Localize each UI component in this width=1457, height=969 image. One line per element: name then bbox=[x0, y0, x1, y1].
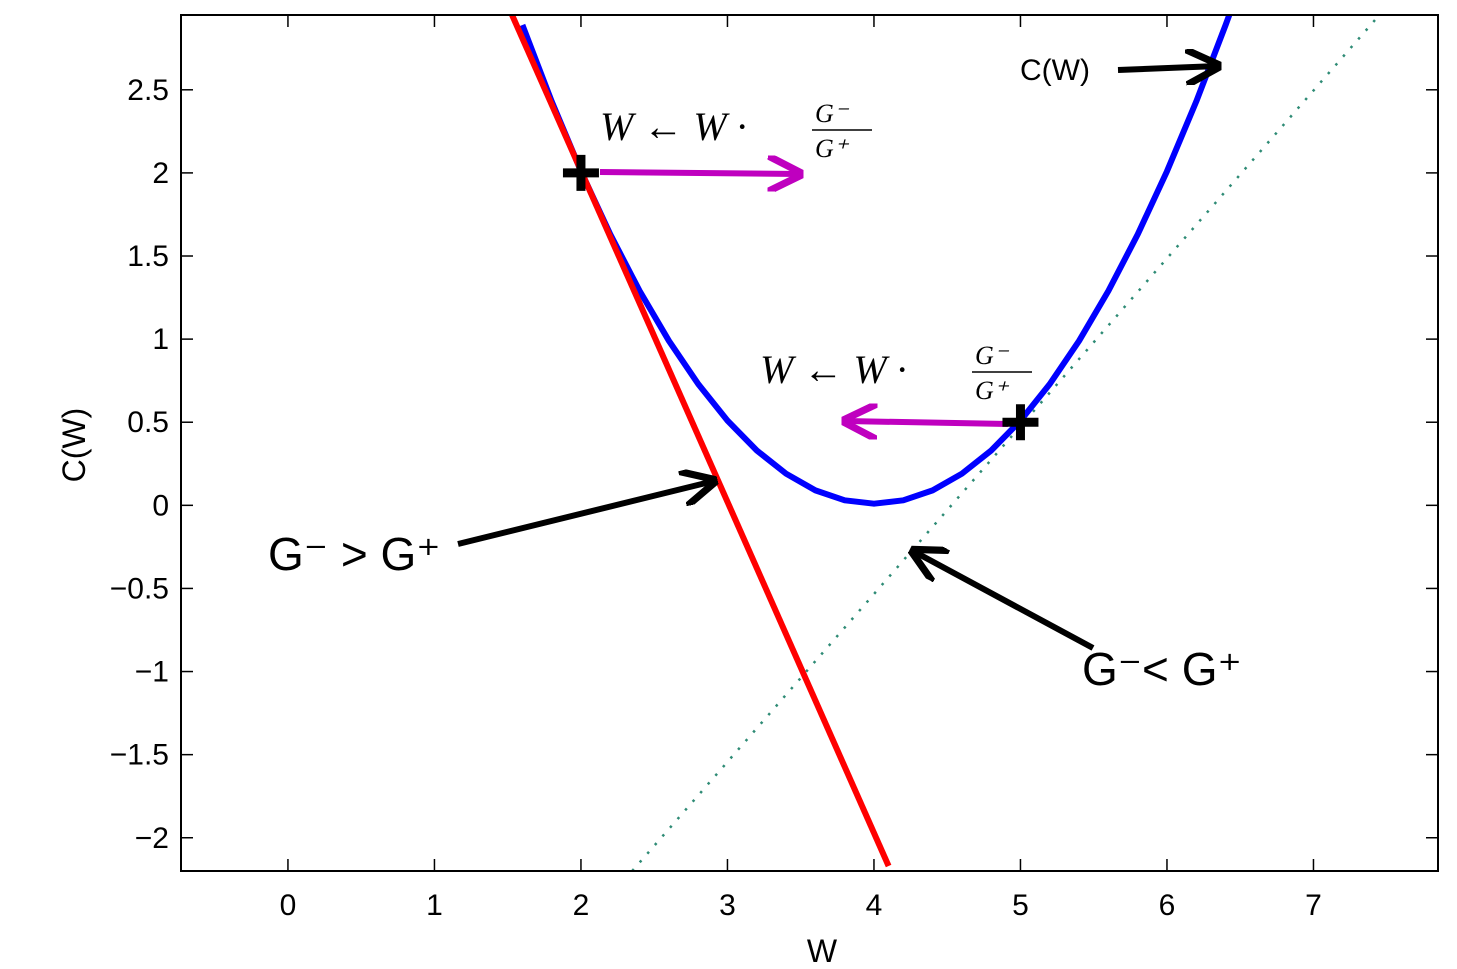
series-tangent-line bbox=[508, 15, 892, 868]
annotation-cw-label: C(W) bbox=[1020, 54, 1090, 87]
update-rule-upper: W ← W · G⁻ G⁺ bbox=[600, 99, 872, 163]
y-tick-label: 1 bbox=[152, 323, 169, 356]
x-axis-label: W bbox=[807, 933, 838, 969]
x-tick-label: 6 bbox=[1159, 889, 1176, 922]
svg-text:W ← W ·: W ← W · bbox=[600, 104, 747, 149]
annotation-g-greater: G⁻ > G⁺ bbox=[268, 528, 441, 580]
series-layer bbox=[508, 15, 1381, 871]
y-tick-label: −2 bbox=[135, 822, 169, 855]
svg-text:W ← W ·: W ← W · bbox=[760, 347, 907, 392]
cw-annotation-arrow bbox=[1117, 66, 1218, 70]
y-tick-label: 0 bbox=[152, 489, 169, 522]
svg-text:G⁺: G⁺ bbox=[975, 376, 1010, 405]
ticks-layer: 0 1 2 3 4 5 6 7 −2 −1.5 −1 −0.5 0 0.5 1 1.5 2 2.5 bbox=[110, 15, 1438, 922]
plus-marker bbox=[562, 154, 599, 191]
x-tick-label: 0 bbox=[280, 889, 297, 922]
svg-text:G⁺: G⁺ bbox=[815, 134, 850, 163]
x-tick-label: 4 bbox=[866, 889, 883, 922]
y-tick-label: −0.5 bbox=[110, 572, 169, 605]
dotted-annotation-arrow bbox=[913, 551, 1095, 651]
y-tick-label: 1.5 bbox=[127, 240, 169, 273]
tangent-annotation-arrow bbox=[457, 481, 714, 547]
y-tick-label: 2 bbox=[152, 157, 169, 190]
y-tick-label: −1 bbox=[135, 656, 169, 689]
x-tick-label: 7 bbox=[1305, 889, 1322, 922]
svg-text:G⁻: G⁻ bbox=[975, 341, 1010, 370]
y-axis-label: C(W) bbox=[56, 408, 92, 483]
plus-marker bbox=[1002, 404, 1039, 441]
x-tick-label: 2 bbox=[573, 889, 590, 922]
annotation-g-less: G⁻< G⁺ bbox=[1082, 643, 1242, 695]
series-cw-curve bbox=[519, 15, 1233, 507]
markers-layer bbox=[562, 154, 1039, 441]
x-tick-label: 3 bbox=[719, 889, 736, 922]
update-rule-lower: W ← W · G⁻ G⁺ bbox=[760, 341, 1032, 405]
svg-text:G⁻: G⁻ bbox=[815, 99, 850, 128]
y-tick-label: −1.5 bbox=[110, 739, 169, 772]
x-tick-label: 1 bbox=[426, 889, 443, 922]
y-tick-label: 0.5 bbox=[127, 406, 169, 439]
plot-area-frame bbox=[180, 14, 1439, 872]
update-arrow-right bbox=[599, 172, 800, 174]
x-tick-label: 5 bbox=[1012, 889, 1029, 922]
y-tick-label: 2.5 bbox=[127, 74, 169, 107]
update-arrow-left bbox=[845, 421, 1009, 424]
